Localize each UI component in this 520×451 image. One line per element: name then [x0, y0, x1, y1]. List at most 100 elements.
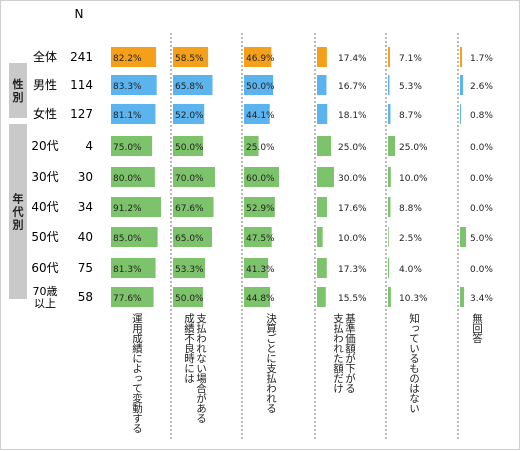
bar-value-label: 5.3% [399, 82, 422, 92]
bar-s3-r7 [244, 227, 272, 247]
bar-value-label: 30.0% [338, 174, 367, 184]
bar-s2-r2 [173, 75, 213, 95]
bar-value-label: 4.0% [399, 265, 422, 275]
bar-value-label: 2.5% [399, 234, 422, 244]
bar-value-label: 0.0% [470, 143, 493, 153]
row-n-value: 40 [78, 230, 93, 244]
bar-value-label: 52.9% [246, 204, 275, 214]
bar-value-label: 50.0% [246, 82, 275, 92]
group-box-2 [9, 124, 27, 299]
bar-s1-r6 [111, 197, 161, 217]
bar-s6-r2 [460, 75, 464, 95]
bar-s3-r9 [244, 287, 271, 307]
bar-value-label: 17.4% [338, 54, 367, 64]
bar-value-label: 18.1% [338, 111, 367, 121]
bar-s4-r5 [317, 167, 334, 187]
row-n-value: 34 [78, 200, 93, 214]
bar-s2-r8 [173, 258, 205, 278]
bar-value-label: 8.8% [399, 204, 422, 214]
row-label: 70歳 [33, 285, 58, 298]
row-n-value: 30 [78, 170, 93, 184]
category-label-1: 運用成績によって変動する [131, 313, 143, 433]
bar-s2-r9 [173, 287, 203, 307]
bar-s4-r2 [317, 75, 327, 95]
bar-s1-r8 [111, 258, 156, 278]
bar-value-label: 70.0% [175, 174, 204, 184]
bar-s3-r5 [244, 167, 279, 187]
row-n-value: 127 [70, 107, 93, 121]
bar-s5-r9 [388, 287, 391, 307]
bar-s5-r7 [388, 227, 389, 247]
row-label: 女性 [33, 106, 57, 121]
group-box-1 [9, 63, 27, 118]
bar-s4-r1 [317, 47, 327, 67]
bar-s3-r1 [244, 47, 272, 67]
row-label: 60代 [31, 261, 58, 275]
bar-s5-r3 [388, 104, 391, 124]
row-label: 50代 [31, 230, 58, 244]
bar-value-label: 50.0% [175, 294, 204, 304]
n-header: N [75, 7, 84, 21]
bar-s1-r4 [111, 136, 153, 156]
bar-s3-r4 [244, 136, 259, 156]
group-label: 年 [13, 192, 24, 206]
row-label: 40代 [31, 200, 58, 214]
row-n-value: 241 [70, 50, 93, 64]
bar-s6-r7 [460, 227, 466, 247]
bar-s6-r9 [460, 287, 465, 307]
bar-value-label: 25.0% [399, 143, 428, 153]
bar-s6-r3 [460, 104, 461, 124]
bar-value-label: 0.8% [470, 111, 493, 121]
bar-value-label: 53.3% [175, 265, 204, 275]
bar-value-label: 47.5% [246, 234, 275, 244]
bar-value-label: 81.3% [113, 265, 142, 275]
bar-s2-r3 [173, 104, 205, 124]
bar-value-label: 83.3% [113, 82, 142, 92]
group-label: 性 [13, 77, 24, 91]
bar-s4-r6 [317, 197, 327, 217]
bar-value-label: 75.0% [113, 143, 142, 153]
bar-s1-r2 [111, 75, 157, 95]
category-label-4: 基準価額が下がる [344, 312, 356, 393]
bar-s2-r1 [173, 47, 209, 67]
bar-value-label: 67.6% [175, 204, 204, 214]
bar-value-label: 15.5% [338, 294, 367, 304]
bar-value-label: 10.0% [399, 174, 428, 184]
category-label-5: 知っているものはない [408, 312, 420, 413]
bar-value-label: 10.3% [399, 294, 428, 304]
category-label-2: 成績不良時には [183, 313, 195, 383]
bar-s4-r3 [317, 104, 328, 124]
row-label: 20代 [31, 139, 58, 153]
bar-value-label: 91.2% [113, 204, 142, 214]
bar-value-label: 16.7% [338, 82, 367, 92]
group-label: 別 [12, 218, 24, 232]
row-n-value: 4 [85, 139, 93, 153]
bar-value-label: 50.0% [175, 143, 204, 153]
bar-s5-r2 [388, 75, 390, 95]
bar-s1-r5 [111, 167, 155, 187]
row-n-value: 58 [78, 290, 93, 304]
bar-s5-r5 [388, 167, 391, 187]
bar-s2-r7 [173, 227, 212, 247]
bar-value-label: 82.2% [113, 54, 142, 64]
bar-s3-r6 [244, 197, 275, 217]
row-label: 全体 [33, 49, 57, 64]
bar-s5-r6 [388, 197, 391, 217]
bar-s3-r8 [244, 258, 269, 278]
bar-value-label: 7.1% [399, 54, 422, 64]
bar-value-label: 0.0% [470, 174, 493, 184]
bar-value-label: 44.8% [246, 294, 275, 304]
bar-s2-r6 [173, 197, 214, 217]
bar-s6-r1 [460, 47, 463, 67]
category-label-6: 無回答 [471, 312, 483, 344]
bar-value-label: 8.7% [399, 111, 422, 121]
bar-value-label: 46.9% [246, 54, 275, 64]
bar-value-label: 17.6% [338, 204, 367, 214]
bar-s2-r5 [173, 167, 215, 187]
bar-value-label: 3.4% [470, 294, 493, 304]
bar-s5-r8 [388, 258, 390, 278]
bar-s2-r4 [173, 136, 203, 156]
bar-value-label: 0.0% [470, 265, 493, 275]
